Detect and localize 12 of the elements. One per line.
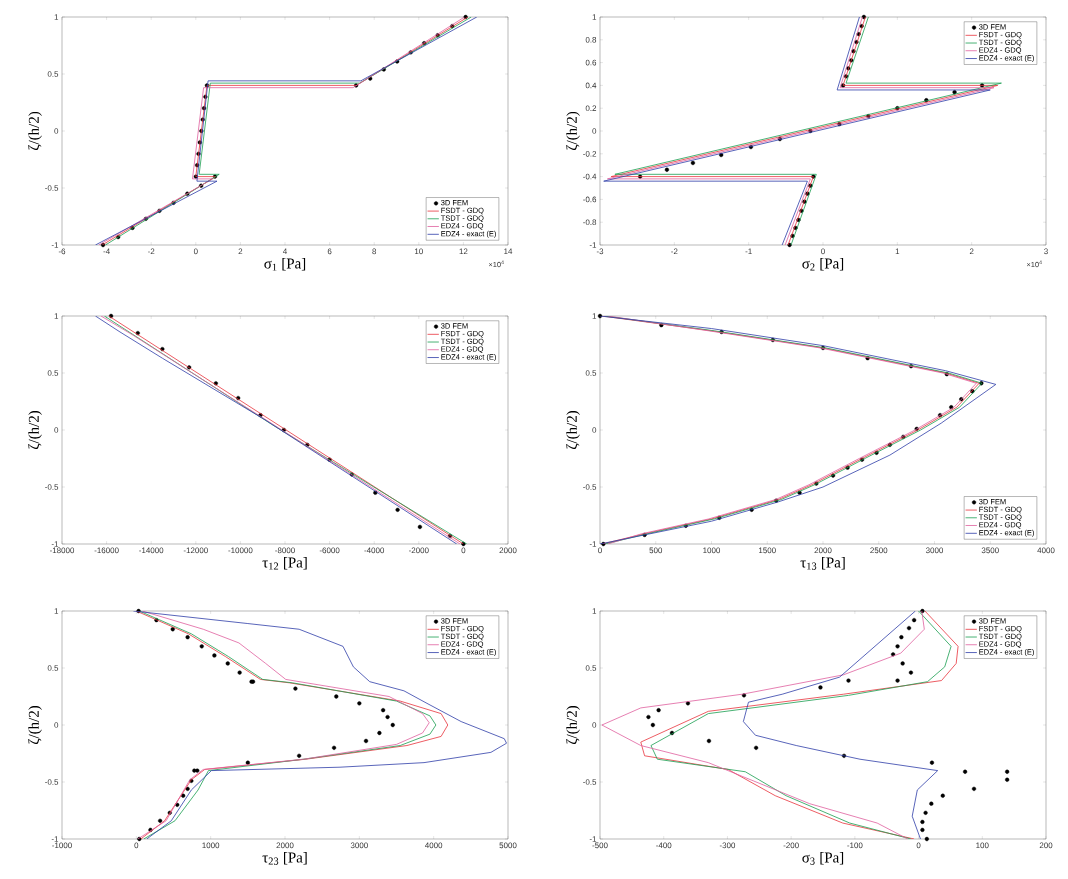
x-axis-title: τ$_{23}$ [Pa] — [262, 852, 307, 865]
x-axis-title: σ$_{3}$ [Pa] — [802, 852, 844, 865]
y-axis-title: ζ/(h/2) — [28, 410, 42, 450]
y-axis-title: ζ/(h/2) — [28, 705, 42, 745]
y-axis-title: ζ/(h/2) — [566, 705, 580, 745]
y-axis-title: ζ/(h/2) — [566, 410, 580, 450]
x-axis-title: σ$_{1}$ [Pa] — [264, 258, 306, 271]
x-axis-title: τ$_{13}$ [Pa] — [800, 557, 845, 570]
x-axis-title: σ$_{2}$ [Pa] — [802, 258, 844, 271]
y-axis-title: ζ/(h/2) — [566, 111, 580, 151]
y-axis-title: ζ/(h/2) — [28, 111, 42, 151]
x-axis-title: τ$_{12}$ [Pa] — [262, 557, 307, 570]
